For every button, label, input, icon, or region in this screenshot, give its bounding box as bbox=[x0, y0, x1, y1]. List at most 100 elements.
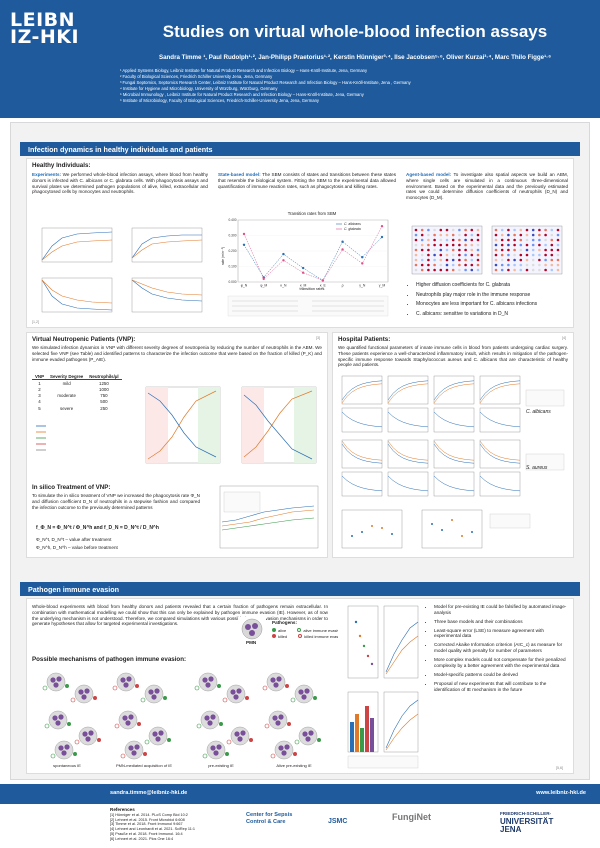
heatmap-cell bbox=[550, 238, 554, 242]
legend-lines bbox=[36, 425, 46, 451]
heatmap-cell bbox=[519, 263, 523, 267]
heatmap-cell bbox=[414, 268, 418, 272]
heatmap-cell bbox=[476, 238, 480, 242]
heatmap-cell bbox=[500, 258, 504, 262]
heatmap-cell bbox=[507, 268, 510, 272]
heatmap-cell bbox=[500, 263, 504, 267]
heatmap-cell bbox=[538, 243, 541, 247]
pathogen-cell bbox=[290, 697, 296, 703]
immune-evasion-citation: [5,6] bbox=[556, 766, 563, 770]
cell-nucleus bbox=[148, 689, 154, 695]
heatmap-cell bbox=[470, 263, 474, 267]
mini-plot-frame bbox=[479, 375, 521, 405]
mini-plot-frame bbox=[341, 407, 383, 433]
heatmap-cell bbox=[445, 228, 449, 232]
heatmap-cell bbox=[494, 233, 498, 237]
heatmap-cell bbox=[433, 258, 436, 262]
heatmap-cell bbox=[414, 253, 418, 257]
finding: More complex models could not compensate… bbox=[434, 657, 570, 668]
heatmap-cell bbox=[439, 263, 443, 267]
heatmap-cell bbox=[544, 243, 547, 247]
insilico-formula: f_Φ_N = Φ_N^t / Φ_N^h and f_D_N = D_N^t … bbox=[36, 525, 159, 531]
heatmap-cell bbox=[439, 228, 443, 232]
heatmap-cell bbox=[507, 253, 510, 257]
heatmap-cell bbox=[531, 243, 535, 247]
heatmap-cell bbox=[458, 253, 461, 257]
cell-nucleus bbox=[125, 720, 131, 726]
heatmap-cell bbox=[458, 228, 461, 232]
data-point bbox=[361, 262, 364, 265]
pathogen-cell bbox=[50, 753, 56, 759]
heatmap-cell bbox=[513, 258, 516, 262]
website-link[interactable]: www.leibniz-hki.de bbox=[536, 790, 586, 796]
vnp-plot-right bbox=[241, 386, 317, 464]
pmn-cell bbox=[274, 740, 294, 760]
cell-nucleus bbox=[120, 677, 126, 683]
reference-item: [1] Hünniger et al. 2014. PLoS Comp Biol… bbox=[110, 812, 188, 817]
heatmap-cell bbox=[550, 233, 554, 237]
heatmap-cell bbox=[525, 263, 529, 267]
heatmap-cell bbox=[420, 233, 424, 237]
killed-evasive-dot-icon bbox=[298, 634, 303, 638]
heatmap-cell bbox=[544, 263, 547, 267]
pathogen-cell bbox=[202, 753, 208, 759]
heatmap-cell bbox=[494, 228, 498, 232]
pmn-cell bbox=[116, 672, 136, 692]
heatmap-cell bbox=[451, 253, 455, 257]
abm-body: To investigate also spatial aspects we b… bbox=[406, 172, 569, 201]
mini-series bbox=[479, 475, 521, 492]
heatmap-cell bbox=[500, 233, 504, 237]
caption-pmn-mediated-ie: PMN-mediated acquisition of IE bbox=[115, 763, 173, 768]
heatmap-cell bbox=[451, 263, 455, 267]
heatmap-cell bbox=[470, 243, 474, 247]
mini-series bbox=[433, 440, 475, 461]
hospital-text: We quantified functional parameters of i… bbox=[338, 345, 568, 368]
heatmap-cell bbox=[494, 268, 498, 272]
jsmc-logo: JSMC bbox=[328, 818, 348, 825]
heatmap-cell bbox=[433, 263, 436, 267]
cell-nucleus bbox=[55, 720, 61, 726]
mini-plot-frame bbox=[479, 471, 521, 497]
pathogen-cell bbox=[245, 696, 249, 700]
pathogen-cell bbox=[294, 739, 300, 745]
heatmap-cell bbox=[470, 228, 474, 232]
cell-nucleus bbox=[233, 694, 239, 700]
heatmap-cell bbox=[445, 243, 449, 247]
pathogen-cell bbox=[167, 738, 171, 742]
mechanisms-heading: Possible mechanisms of pathogen immune e… bbox=[32, 656, 187, 663]
heatmap-cell bbox=[470, 258, 474, 262]
finding: Three base models and their combinations bbox=[434, 619, 570, 625]
y-tick-label: 0.000 bbox=[229, 280, 237, 284]
heatmap-cell bbox=[445, 238, 449, 242]
heatmap-cell bbox=[494, 238, 498, 242]
heatmap-cell bbox=[414, 233, 418, 237]
heatmap-cell bbox=[538, 228, 541, 232]
pathogen-cell bbox=[120, 753, 126, 759]
cell-nucleus bbox=[158, 730, 164, 736]
vnp-heading: Virtual Neutropenic Patients (VNP): bbox=[32, 336, 136, 343]
heatmap-cell bbox=[439, 238, 443, 242]
pathogen-cell bbox=[44, 723, 50, 729]
pathogen-cell bbox=[73, 752, 77, 756]
heatmap-cell bbox=[464, 263, 467, 267]
heatmap-cell bbox=[550, 258, 554, 262]
immune-evasion-findings: Model for pre-existing IE could be falsi… bbox=[428, 604, 570, 696]
heatmap-cell bbox=[531, 263, 535, 267]
pathogen-cell bbox=[137, 722, 141, 726]
heatmap-cell bbox=[513, 243, 516, 247]
reference-item: [6] Lehnert et al. 2021. Plos One 16:4 bbox=[110, 836, 174, 841]
contact-email[interactable]: sandra.timme@leibniz-hki.de bbox=[110, 790, 188, 796]
pmn-cell bbox=[148, 726, 168, 746]
pathogen-cell bbox=[70, 697, 76, 703]
heatmap-cell bbox=[439, 258, 443, 262]
affiliation: ² Faculty of Biological Sciences, Friedr… bbox=[120, 74, 273, 79]
pathogen-cell bbox=[140, 697, 146, 703]
heatmap-cell bbox=[476, 263, 480, 267]
cell-nucleus bbox=[52, 715, 58, 721]
pathogen-cell bbox=[74, 739, 80, 745]
cell-nucleus bbox=[304, 688, 310, 694]
heatmap-cell bbox=[538, 258, 541, 262]
mini-plot-frame bbox=[387, 471, 429, 497]
insilico-text: To simulate the in silico treatment of V… bbox=[32, 493, 200, 510]
